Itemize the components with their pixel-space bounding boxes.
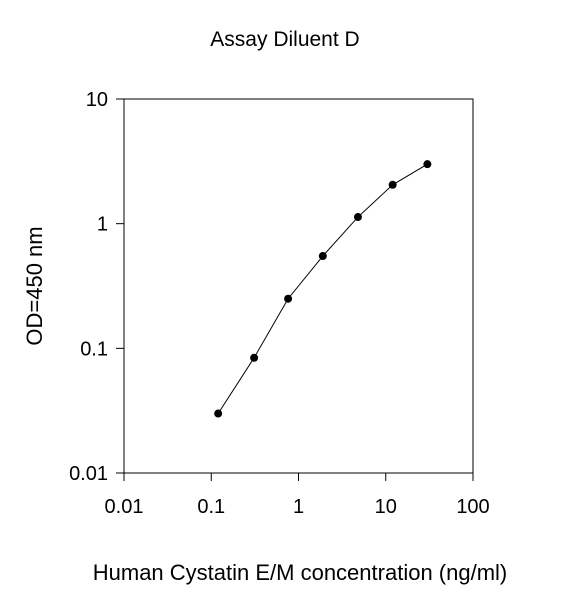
x-axis-label: Human Cystatin E/M concentration (ng/ml) <box>93 560 508 585</box>
x-axis-ticks: 0.01 0.1 1 10 100 <box>105 473 490 518</box>
x-tick-label: 100 <box>456 496 489 518</box>
data-point <box>423 160 432 169</box>
data-point <box>214 409 223 418</box>
data-point <box>284 294 293 303</box>
y-axis-label: OD=450 nm <box>22 226 47 345</box>
series-line <box>217 163 428 414</box>
data-point <box>318 252 327 261</box>
x-tick-label: 10 <box>375 496 397 518</box>
series-layer <box>214 160 432 418</box>
data-point <box>388 180 397 189</box>
x-tick-label: 1 <box>293 496 304 518</box>
y-tick-label: 1 <box>97 214 108 236</box>
y-tick-label: 10 <box>86 89 108 111</box>
data-point <box>353 213 362 222</box>
data-point <box>250 353 259 362</box>
y-tick-label: 0.01 <box>69 463 108 485</box>
y-axis-ticks: 0.01 0.1 1 10 <box>69 89 124 485</box>
chart-title: Assay Diluent D <box>210 28 359 51</box>
x-tick-label: 0.01 <box>105 496 144 518</box>
y-tick-label: 0.1 <box>80 338 108 360</box>
x-tick-label: 0.1 <box>197 496 225 518</box>
